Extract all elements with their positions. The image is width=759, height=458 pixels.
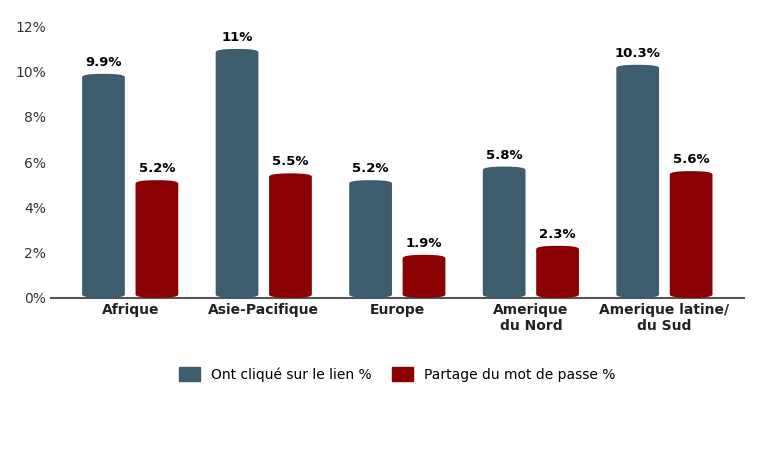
Text: 1.9%: 1.9% — [406, 237, 442, 250]
Legend: Ont cliqué sur le lien %, Partage du mot de passe %: Ont cliqué sur le lien %, Partage du mot… — [179, 367, 616, 382]
Bar — [349, 180, 392, 298]
Bar — [616, 65, 659, 298]
Text: 5.8%: 5.8% — [486, 149, 522, 162]
Text: 5.6%: 5.6% — [672, 153, 710, 166]
FancyBboxPatch shape — [669, 171, 713, 298]
Bar — [82, 74, 125, 298]
Text: 11%: 11% — [222, 31, 253, 44]
FancyBboxPatch shape — [483, 167, 525, 298]
FancyBboxPatch shape — [136, 180, 178, 298]
Bar — [136, 180, 178, 298]
Bar — [669, 171, 713, 298]
FancyBboxPatch shape — [402, 255, 446, 298]
Text: 5.5%: 5.5% — [272, 155, 309, 169]
Bar — [216, 49, 258, 298]
Bar — [402, 255, 446, 298]
Text: 10.3%: 10.3% — [615, 47, 660, 60]
Text: 5.2%: 5.2% — [139, 162, 175, 175]
Text: 9.9%: 9.9% — [85, 56, 121, 69]
FancyBboxPatch shape — [216, 49, 258, 298]
Bar — [483, 167, 525, 298]
Text: 2.3%: 2.3% — [539, 228, 576, 241]
FancyBboxPatch shape — [616, 65, 659, 298]
Bar — [536, 246, 579, 298]
FancyBboxPatch shape — [269, 174, 312, 298]
FancyBboxPatch shape — [349, 180, 392, 298]
FancyBboxPatch shape — [536, 246, 579, 298]
FancyBboxPatch shape — [82, 74, 125, 298]
Text: 5.2%: 5.2% — [352, 162, 389, 175]
Bar — [269, 174, 312, 298]
